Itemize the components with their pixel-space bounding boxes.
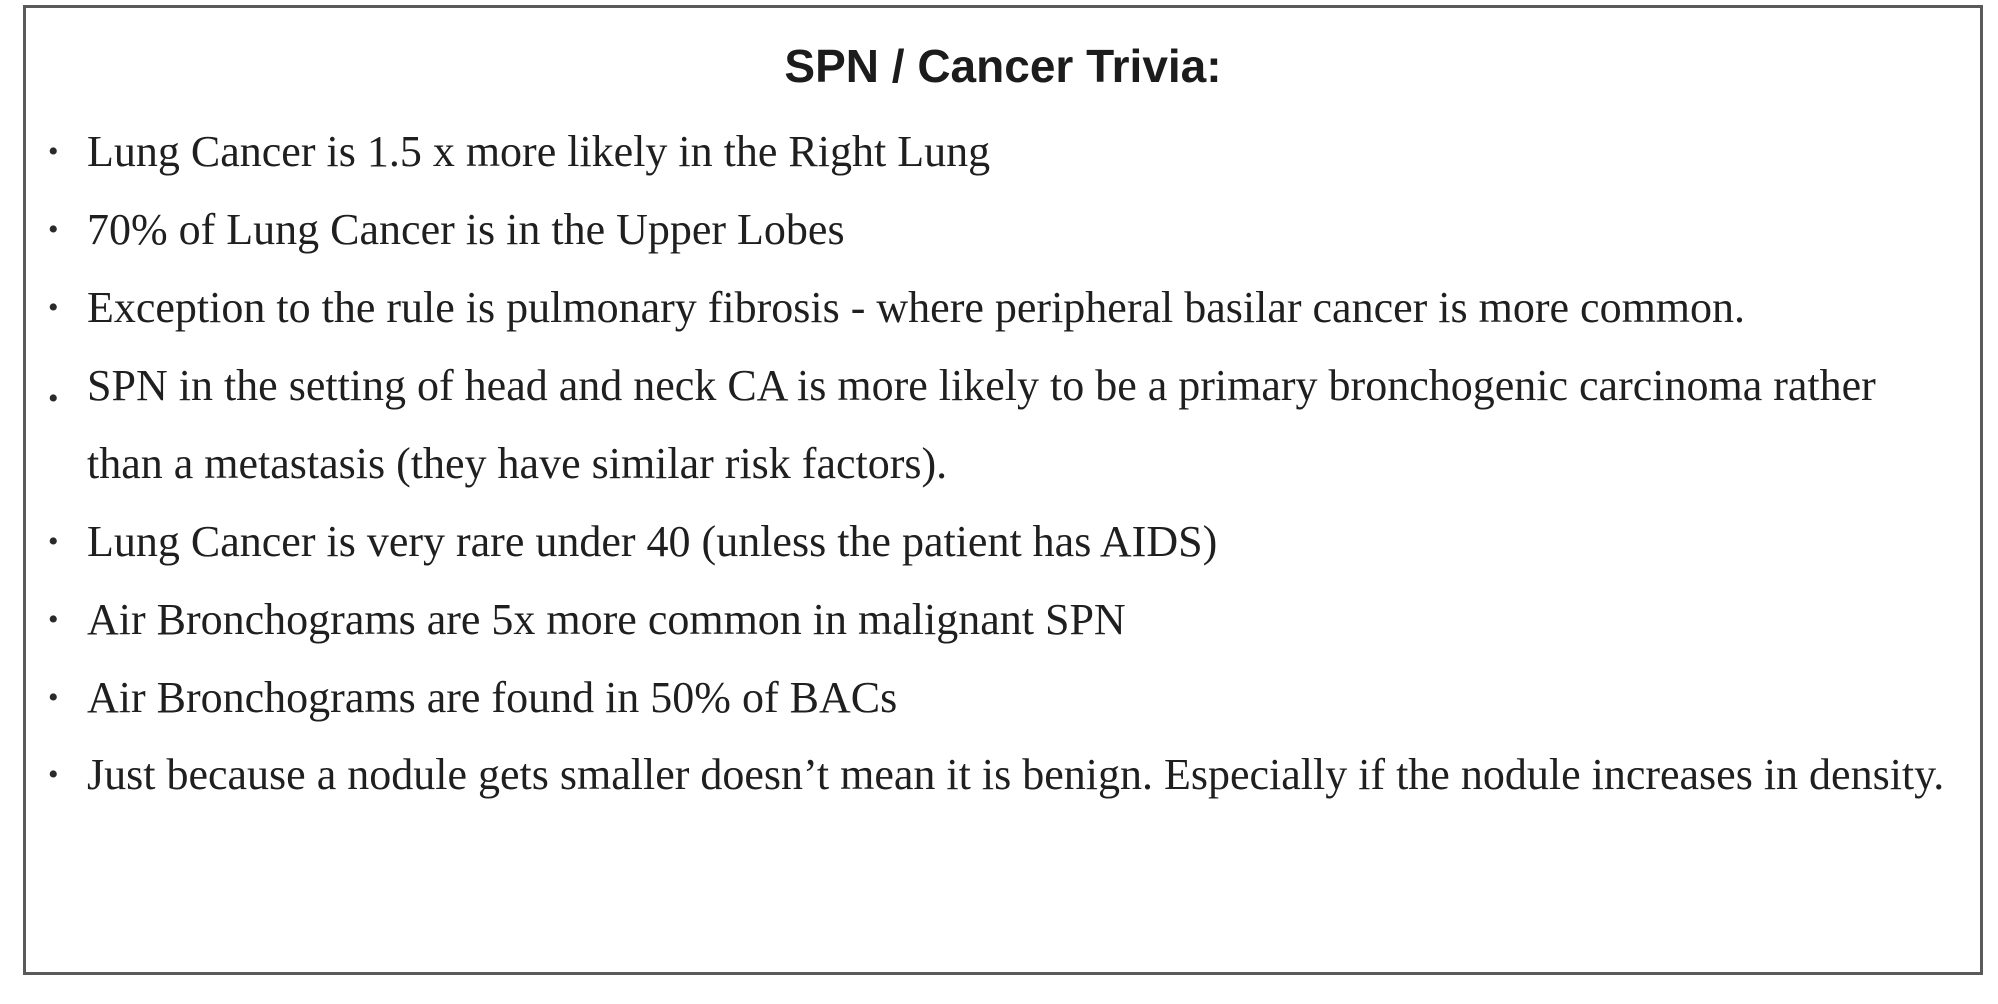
trivia-list: • Lung Cancer is 1.5 x more likely in th… — [26, 126, 1986, 826]
trivia-item: • Exception to the rule is pulmonary fib… — [26, 282, 1986, 334]
bullet-icon: • — [48, 291, 59, 324]
trivia-item-text: Lung Cancer is 1.5 x more likely in the … — [87, 127, 991, 176]
trivia-item: • 70% of Lung Cancer is in the Upper Lob… — [26, 204, 1986, 256]
trivia-item-text: Exception to the rule is pulmonary fibro… — [87, 283, 1746, 332]
trivia-item: • Air Bronchograms are found in 50% of B… — [26, 672, 1986, 724]
bullet-icon: • — [48, 758, 59, 791]
trivia-item: • SPN in the setting of head and neck CA… — [26, 347, 1986, 503]
bullet-icon: • — [48, 681, 59, 714]
bullet-icon: • — [48, 382, 59, 415]
bullet-icon: • — [48, 135, 59, 168]
trivia-item-text: 70% of Lung Cancer is in the Upper Lobes — [87, 205, 845, 254]
bullet-icon: • — [48, 213, 59, 246]
trivia-item: • Lung Cancer is 1.5 x more likely in th… — [26, 126, 1986, 178]
trivia-item-text: Just because a nodule gets smaller doesn… — [87, 750, 1945, 799]
bullet-icon: • — [48, 603, 59, 636]
trivia-item-text: SPN in the setting of head and neck CA i… — [87, 361, 1876, 488]
trivia-box: SPN / Cancer Trivia: • Lung Cancer is 1.… — [23, 5, 1983, 975]
trivia-item: • Lung Cancer is very rare under 40 (unl… — [26, 516, 1986, 568]
trivia-item-text: Air Bronchograms are found in 50% of BAC… — [87, 673, 898, 722]
trivia-item: • Just because a nodule gets smaller doe… — [26, 750, 1986, 800]
trivia-item: • Air Bronchograms are 5x more common in… — [26, 594, 1986, 646]
trivia-item-text: Air Bronchograms are 5x more common in m… — [87, 595, 1126, 644]
bullet-icon: • — [48, 525, 59, 558]
box-title: SPN / Cancer Trivia: — [784, 40, 1222, 92]
trivia-item-text: Lung Cancer is very rare under 40 (unles… — [87, 517, 1218, 566]
